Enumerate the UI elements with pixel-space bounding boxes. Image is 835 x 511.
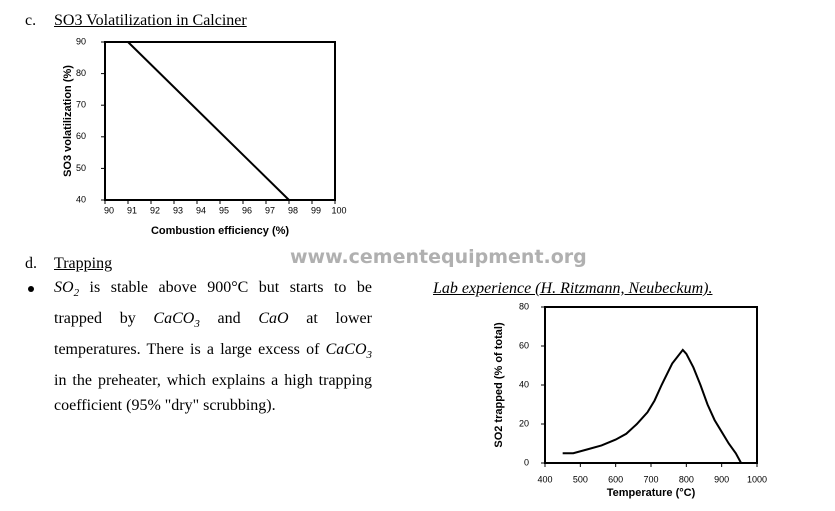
y-tick-label: 90 [76, 36, 86, 46]
y-tick-label: 80 [76, 68, 86, 78]
y-tick-label: 40 [76, 194, 86, 204]
y-tick-label: 20 [519, 418, 529, 428]
x-tick-label: 700 [643, 474, 658, 484]
section-title: Trapping [54, 255, 113, 272]
x-tick-label: 93 [173, 205, 183, 215]
x-tick-label: 98 [288, 205, 298, 215]
x-tick-label: 99 [311, 205, 321, 215]
x-axis-label: Combustion efficiency (%) [151, 225, 289, 237]
y-tick-label: 40 [519, 379, 529, 389]
y-tick-label: 60 [76, 131, 86, 141]
chart: 0 20 40 60 80 400 500 600 700 800 900 1000 Temperatu… [493, 301, 767, 499]
section-letter: d. [25, 255, 37, 272]
bullet [28, 286, 34, 292]
x-tick-label: 90 [104, 205, 114, 215]
subscript: 3 [194, 318, 200, 330]
x-tick-label: 900 [714, 474, 729, 484]
text-run: CaO [258, 310, 289, 327]
text-run: and [199, 310, 259, 327]
text-run: in the preheater, which explains a high … [54, 372, 372, 414]
x-tick-label: 97 [265, 205, 275, 215]
y-tick-label: 80 [519, 301, 529, 311]
text-run: at lower temperatures. There is a large … [54, 310, 372, 358]
section-letter: c. [25, 12, 37, 29]
y-axis-label: SO3 volatilization (%) [62, 65, 74, 177]
y-tick-label: 70 [76, 100, 86, 110]
subscript: 2 [73, 287, 80, 299]
text-run: SO [54, 279, 74, 296]
y-tick-label: 60 [519, 340, 529, 350]
x-tick-label: 95 [219, 205, 229, 215]
y-axis-label: SO2 trapped (% of total) [493, 322, 505, 448]
y-tick-label: 50 [76, 163, 86, 173]
section-title: SO3 Volatilization in Calciner [54, 12, 247, 29]
x-tick-label: 1000 [747, 474, 767, 484]
x-axis-label: Temperature (°C) [607, 487, 696, 499]
watermark: www.cementequipment.org [290, 246, 587, 268]
x-tick-label: 600 [608, 474, 623, 484]
x-tick-label: 92 [150, 205, 160, 215]
data-line [127, 41, 290, 201]
x-tick-label: 800 [679, 474, 694, 484]
plot-frame [104, 41, 336, 201]
paragraph: SO2 is stable above 900°C but starts to … [54, 275, 372, 418]
text-run: CaCO [325, 341, 367, 358]
plot-frame [544, 306, 758, 464]
y-tick-label: 0 [524, 457, 529, 467]
text-run: is stable above 900°C but starts to be t… [54, 279, 372, 327]
x-tick-label: 91 [127, 205, 137, 215]
x-tick-label: 500 [573, 474, 588, 484]
text-run: CaCO [153, 310, 195, 327]
x-tick-label: 96 [242, 205, 252, 215]
data-line [562, 348, 742, 464]
subscript: 3 [366, 349, 373, 361]
x-tick-label: 100 [331, 205, 346, 215]
caption: Lab experience (H. Ritzmann, Neubeckum). [433, 280, 713, 297]
x-tick-label: 94 [196, 205, 206, 215]
chart: 40 50 60 70 80 90 90 91 92 93 94 95 96 97 98 99 100 Combu… [62, 36, 347, 237]
x-tick-label: 400 [537, 474, 552, 484]
